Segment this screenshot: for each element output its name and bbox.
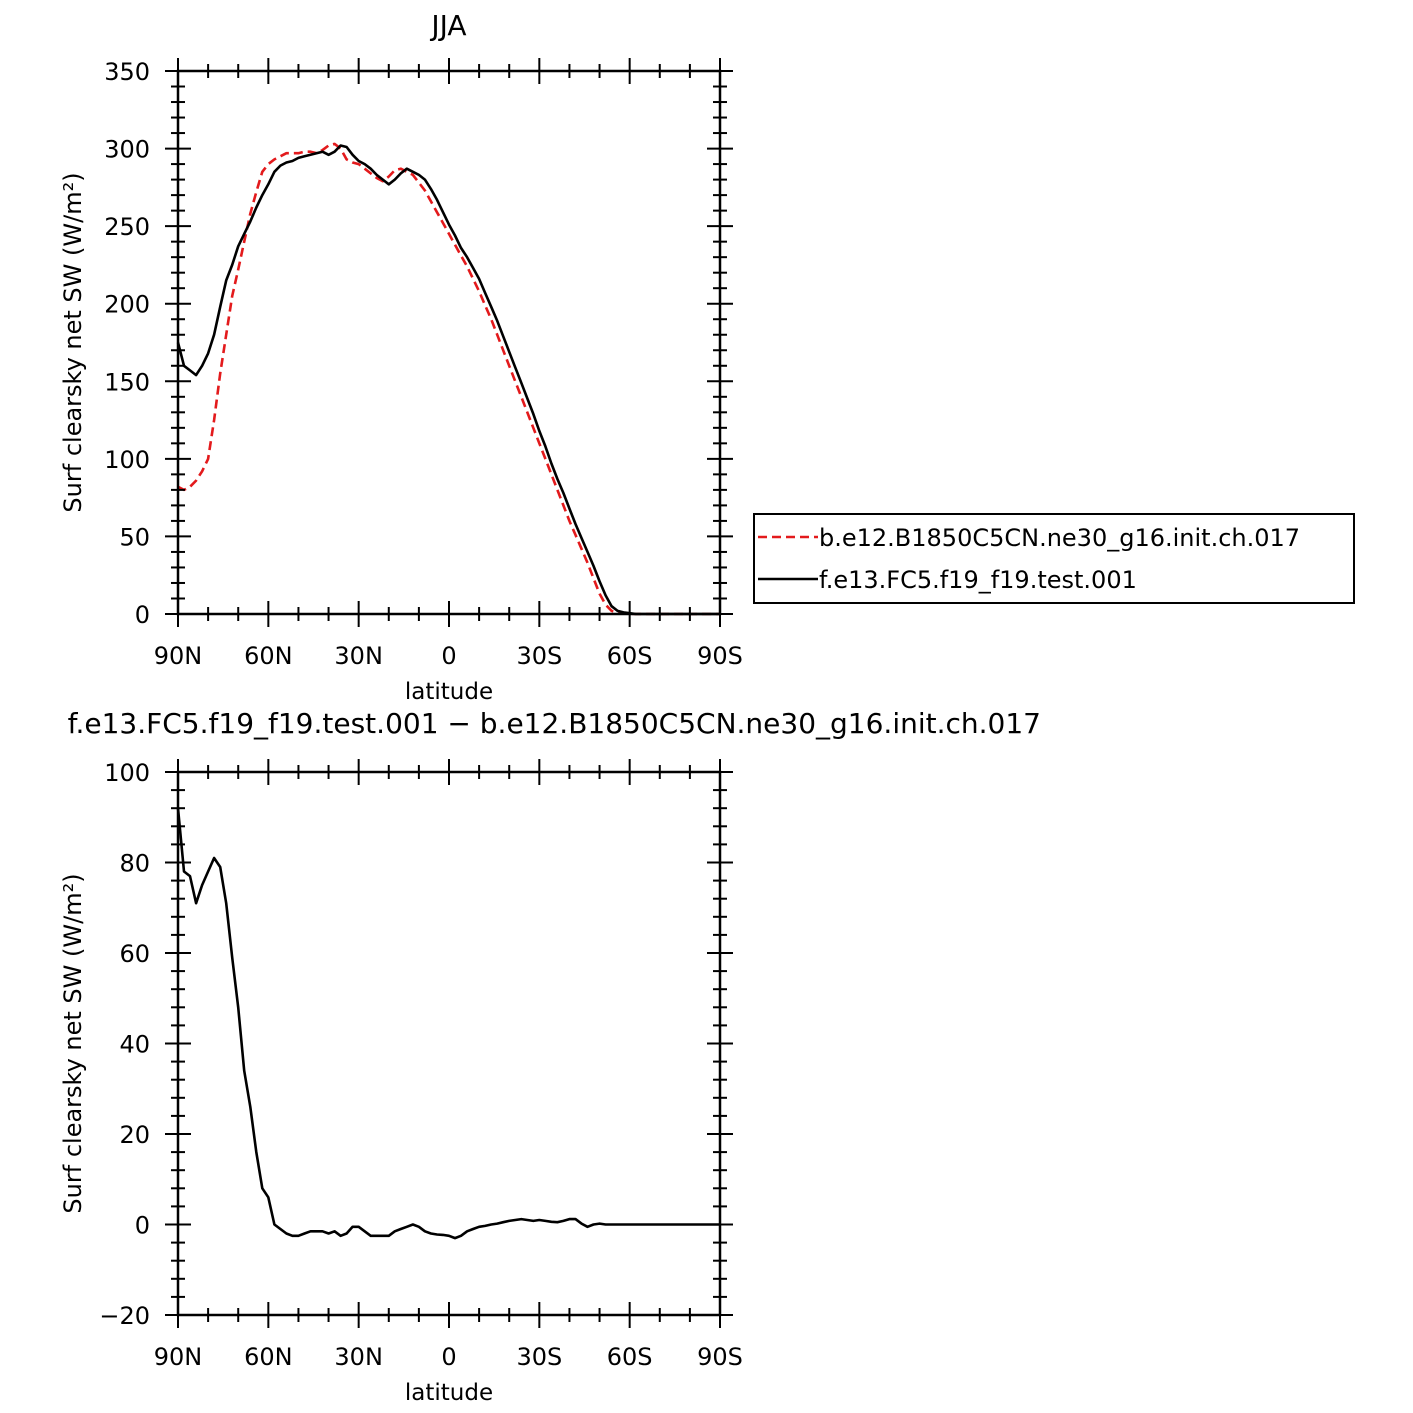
x-axis-label: latitude [405,679,493,705]
legend-item-1: f.e13.FC5.f19_f19.test.001 [758,566,1137,594]
y-tick-label: 60 [119,940,150,968]
y-tick-label: −20 [99,1302,150,1330]
x-tick-label: 30S [516,642,562,670]
plot-frame [176,770,722,1317]
x-tick-label: 30N [334,1343,383,1371]
y-tick-label: 80 [119,850,150,878]
x-tick-label: 30N [334,642,383,670]
x-tick-label: 90S [697,642,743,670]
y-tick-label: 100 [104,446,150,474]
y-tick-label: 300 [104,136,150,164]
x-tick-label: 90N [154,642,203,670]
x-tick-label: 30S [516,1343,562,1371]
legend-label: f.e13.FC5.f19_f19.test.001 [819,566,1137,594]
y-tick-label: 0 [135,601,150,629]
plot-frame [176,69,722,616]
x-tick-label: 0 [441,642,456,670]
y-tick-label: 100 [104,759,150,787]
y-tick-label: 20 [119,1121,150,1149]
bottom-panel-difference: 90N 60N 30N 0 30S 60S 90S −20 0 20 40 60 80 100 latitu… [59,707,1041,1406]
chart-title: JJA [429,9,466,42]
series-line-0 [177,142,720,616]
x-tick-label: 60S [607,642,653,670]
x-tick-label: 60N [244,1343,293,1371]
y-tick-label: 0 [135,1212,150,1240]
y-tick-label: 50 [119,523,150,551]
legend-box [753,513,1355,604]
x-tick-label: 90S [697,1343,743,1371]
legend-label: b.e12.B1850C5CN.ne30_g16.init.ch.017 [819,524,1300,552]
legend: b.e12.B1850C5CN.ne30_g16.init.ch.017 f.e1… [753,513,1355,604]
x-axis-label: latitude [405,1380,493,1406]
x-tick-label: 0 [441,1343,456,1371]
x-tick-label: 60N [244,642,293,670]
y-axis-label: Surf clearsky net SW (W/m²) [59,172,87,512]
y-tick-label: 150 [104,368,150,396]
y-tick-label: 350 [104,58,150,86]
legend-item-0: b.e12.B1850C5CN.ne30_g16.init.ch.017 [758,524,1300,552]
y-tick-label: 250 [104,213,150,241]
series-line-0 [176,808,720,1240]
chart-title: f.e13.FC5.f19_f19.test.001 − b.e12.B1850… [68,707,1041,740]
y-tick-label: 200 [104,291,150,319]
y-axis-label: Surf clearsky net SW (W/m²) [59,873,87,1213]
series-line-1 [176,144,720,616]
x-tick-label: 60S [607,1343,653,1371]
y-tick-label: 40 [119,1031,150,1059]
top-panel-jja: 90N 60N 30N 0 30S 60S 90S 0 50 100 150 200 250 300 350… [59,9,1355,705]
x-tick-label: 90N [154,1343,203,1371]
